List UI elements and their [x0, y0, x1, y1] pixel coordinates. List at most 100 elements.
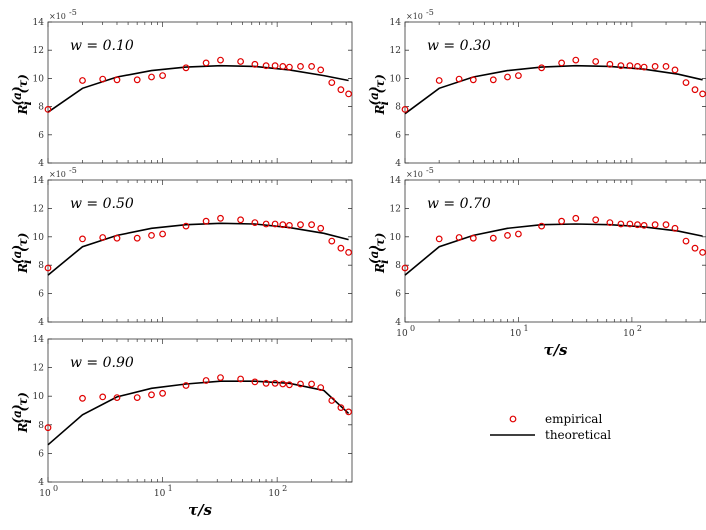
- empirical-point: [337, 404, 345, 412]
- y-tick-label: 14: [390, 176, 402, 186]
- y-axis-label: Ri(a)(τ): [367, 233, 391, 274]
- empirical-point: [182, 64, 190, 72]
- panel-w-label: w = 0.50: [70, 196, 134, 212]
- empirical-point: [515, 72, 522, 79]
- empirical-point: [202, 377, 210, 384]
- empirical-point: [634, 221, 641, 229]
- empirical-point: [455, 234, 463, 241]
- y-tick-label: 12: [390, 46, 401, 56]
- empirical-point: [271, 62, 279, 70]
- empirical-point: [148, 391, 155, 399]
- y-axis-label-sub: i: [20, 101, 34, 106]
- empirical-point: [44, 105, 52, 113]
- y-tick-label: 4: [395, 318, 401, 328]
- x-tick-label: 10: [510, 329, 522, 339]
- y-tick-label: 8: [395, 261, 401, 271]
- y-tick-label: 10: [33, 392, 45, 402]
- empirical-point: [538, 222, 545, 230]
- empirical-point: [159, 389, 167, 397]
- empirical-point: [262, 379, 270, 387]
- empirical-point: [262, 220, 270, 228]
- x-axis-label: τ/s: [188, 501, 213, 519]
- empirical-point: [308, 380, 316, 388]
- plot-frame: [404, 21, 706, 164]
- empirical-point: [79, 394, 86, 402]
- y-tick-label: 4: [38, 318, 44, 328]
- empirical-point: [682, 79, 690, 86]
- y-axis-label-arg: (τ): [373, 74, 387, 93]
- y-tick-label: 4: [38, 478, 44, 488]
- empirical-point: [113, 234, 121, 242]
- empirical-point: [148, 73, 155, 81]
- y-axis-label-arg: (τ): [16, 74, 30, 93]
- empirical-point: [148, 231, 155, 239]
- empirical-point: [113, 394, 121, 402]
- empirical-point: [279, 221, 287, 229]
- empirical-point: [202, 59, 210, 67]
- plot-frame: [404, 179, 706, 323]
- y-tick-label: 12: [390, 204, 401, 214]
- empirical-point: [662, 63, 670, 70]
- y-tick-label: 10: [390, 233, 402, 243]
- y-axis-label: Ri(a)(τ): [10, 74, 34, 115]
- y-tick-label: 6: [38, 131, 44, 141]
- empirical-point: [572, 214, 580, 222]
- y-axis-label-sub: i: [377, 259, 391, 264]
- empirical-point: [159, 72, 167, 79]
- empirical-point: [469, 76, 477, 84]
- theoretical-line: [47, 222, 349, 276]
- x-tick-label: 10: [396, 329, 408, 339]
- empirical-point: [489, 76, 497, 84]
- y-axis-label-main: R: [16, 423, 30, 434]
- y-tick-label: 6: [38, 290, 44, 300]
- y-tick-label: 4: [395, 159, 401, 169]
- empirical-point: [237, 375, 245, 383]
- empirical-point: [640, 63, 648, 71]
- empirical-point: [617, 220, 625, 228]
- empirical-point: [217, 374, 224, 382]
- x-axis-label: τ/s: [543, 341, 568, 359]
- empirical-point: [626, 62, 634, 70]
- empirical-point: [317, 384, 325, 392]
- empirical-point: [515, 230, 522, 238]
- empirical-point: [237, 216, 245, 224]
- empirical-point: [159, 230, 167, 238]
- y-axis-label-sup: (a): [367, 86, 381, 105]
- y-axis-label: Ri(a)(τ): [10, 233, 34, 274]
- empirical-point: [279, 63, 287, 70]
- plot-frame: [47, 179, 353, 323]
- empirical-point: [182, 382, 190, 389]
- empirical-point: [606, 60, 614, 68]
- empirical-point: [79, 77, 86, 84]
- empirical-point: [297, 63, 304, 70]
- y-axis-label-sup: (a): [367, 245, 381, 264]
- y-axis-label-sub: i: [20, 419, 34, 424]
- empirical-point: [271, 220, 279, 228]
- plot-frame: [47, 338, 353, 483]
- panel-w-label: w = 0.90: [70, 355, 134, 371]
- panel-w-label: w = 0.10: [70, 38, 134, 54]
- empirical-point: [345, 408, 353, 416]
- y-tick-label: 6: [395, 131, 401, 141]
- y-tick-label: 12: [33, 204, 44, 214]
- y-exponent-label: ×10: [406, 170, 423, 179]
- empirical-point: [262, 62, 270, 70]
- empirical-point: [217, 214, 224, 222]
- empirical-point: [328, 397, 336, 404]
- y-tick-label: 10: [33, 233, 45, 243]
- empirical-point: [435, 235, 443, 243]
- y-exponent-power: -5: [69, 8, 77, 17]
- x-tick-label: 10: [268, 489, 280, 499]
- y-axis-label-sup: (a): [10, 86, 24, 105]
- empirical-point: [682, 237, 690, 245]
- theoretical-line: [404, 223, 703, 276]
- empirical-point: [699, 90, 706, 98]
- empirical-point: [345, 90, 353, 98]
- empirical-point: [558, 217, 565, 225]
- y-tick-label: 4: [38, 159, 44, 169]
- empirical-point: [538, 64, 545, 72]
- empirical-point: [99, 234, 107, 241]
- empirical-point: [182, 222, 190, 230]
